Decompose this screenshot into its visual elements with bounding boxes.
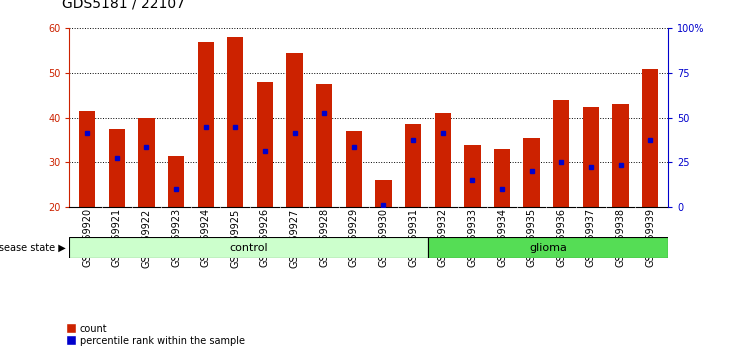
Bar bbox=[523, 138, 539, 207]
Bar bbox=[494, 149, 510, 207]
Text: GSM769930: GSM769930 bbox=[378, 208, 388, 267]
Text: disease state ▶: disease state ▶ bbox=[0, 243, 66, 253]
Text: GSM769937: GSM769937 bbox=[586, 208, 596, 267]
Bar bbox=[405, 124, 421, 207]
Text: GSM769938: GSM769938 bbox=[615, 208, 626, 267]
Text: GSM769929: GSM769929 bbox=[349, 208, 359, 267]
Text: GSM769928: GSM769928 bbox=[319, 208, 329, 267]
Bar bbox=[109, 129, 125, 207]
Text: GSM769924: GSM769924 bbox=[201, 208, 211, 267]
Text: GSM769932: GSM769932 bbox=[438, 208, 447, 267]
Text: GSM769927: GSM769927 bbox=[290, 208, 299, 268]
Bar bbox=[168, 156, 184, 207]
Bar bbox=[375, 180, 391, 207]
Text: GDS5181 / 22107: GDS5181 / 22107 bbox=[62, 0, 185, 11]
Bar bbox=[346, 131, 362, 207]
Bar bbox=[428, 237, 668, 258]
Text: GSM769935: GSM769935 bbox=[526, 208, 537, 267]
Text: GSM769922: GSM769922 bbox=[142, 208, 151, 268]
Bar bbox=[612, 104, 629, 207]
Bar bbox=[583, 107, 599, 207]
Bar bbox=[69, 237, 428, 258]
Bar bbox=[257, 82, 273, 207]
Text: GSM769920: GSM769920 bbox=[82, 208, 92, 267]
Text: glioma: glioma bbox=[529, 243, 567, 253]
Bar bbox=[79, 111, 96, 207]
Text: GSM769933: GSM769933 bbox=[467, 208, 477, 267]
Bar bbox=[642, 69, 658, 207]
Bar bbox=[286, 53, 303, 207]
Bar bbox=[434, 113, 451, 207]
Text: GSM769931: GSM769931 bbox=[408, 208, 418, 267]
Text: GSM769923: GSM769923 bbox=[171, 208, 181, 267]
Text: GSM769925: GSM769925 bbox=[230, 208, 240, 268]
Bar bbox=[138, 118, 155, 207]
Bar bbox=[553, 100, 569, 207]
Text: GSM769936: GSM769936 bbox=[556, 208, 566, 267]
Text: GSM769934: GSM769934 bbox=[497, 208, 507, 267]
Legend: count, percentile rank within the sample: count, percentile rank within the sample bbox=[67, 324, 245, 346]
Text: GSM769921: GSM769921 bbox=[112, 208, 122, 267]
Bar bbox=[198, 42, 214, 207]
Bar bbox=[316, 84, 332, 207]
Bar bbox=[227, 37, 243, 207]
Text: GSM769926: GSM769926 bbox=[260, 208, 270, 267]
Bar bbox=[464, 144, 480, 207]
Text: GSM769939: GSM769939 bbox=[645, 208, 655, 267]
Text: control: control bbox=[229, 243, 268, 253]
